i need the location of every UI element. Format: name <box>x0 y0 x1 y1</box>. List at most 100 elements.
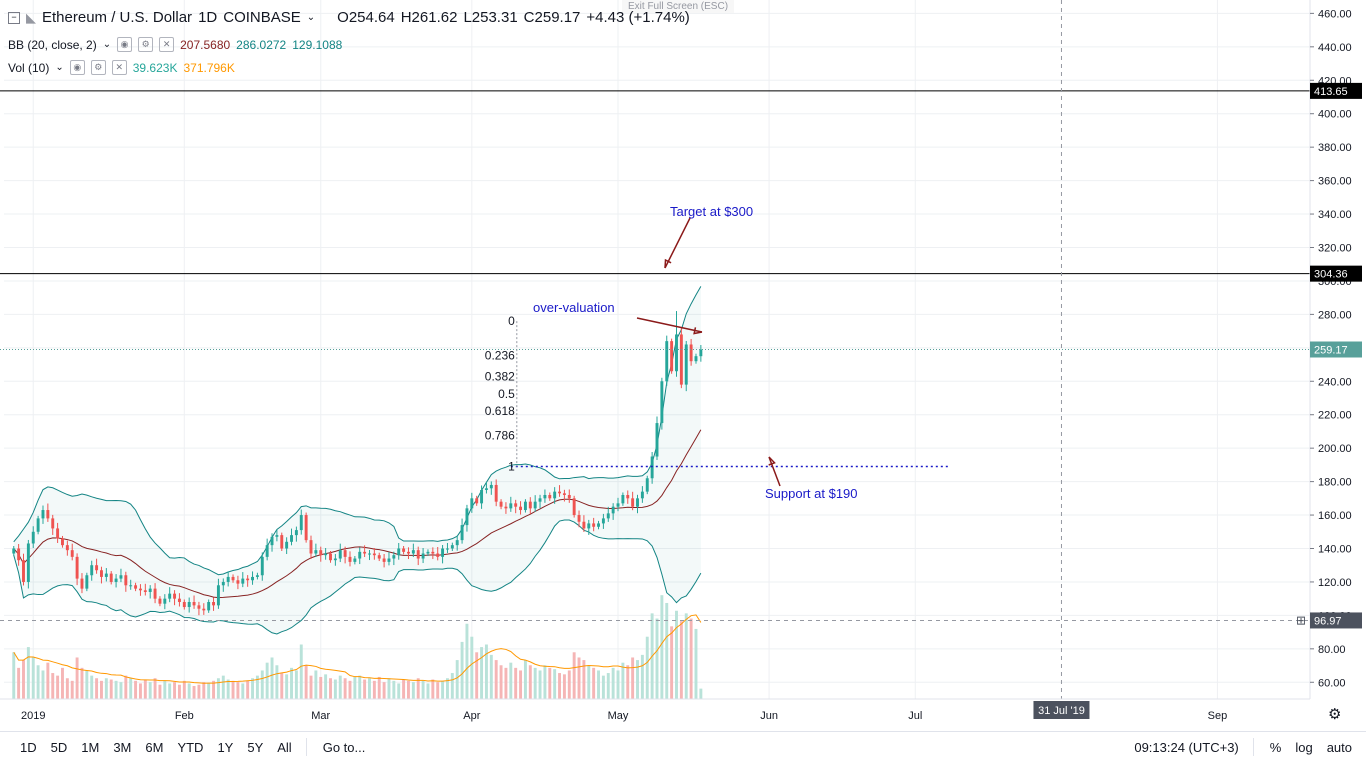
candle-body <box>231 576 235 581</box>
time-tick-label: 2019 <box>21 710 45 722</box>
volume-bar <box>577 657 581 699</box>
volume-bar <box>514 667 518 699</box>
candle-body <box>100 570 103 577</box>
candle-body <box>216 585 220 606</box>
fib-level-label: 0.236 <box>485 348 515 362</box>
volume-bar <box>177 684 181 699</box>
volume-bar <box>95 678 99 699</box>
volume-bar <box>670 626 674 699</box>
volume-bar <box>285 674 289 699</box>
chevron-down-icon[interactable]: ⌄ <box>55 62 64 73</box>
crosshair-price-tag: 96.97 <box>1314 615 1342 627</box>
volume-ma-line <box>13 614 702 684</box>
volume-bar <box>85 670 89 699</box>
log-toggle[interactable]: log <box>1295 739 1313 755</box>
volume-bar <box>606 673 610 699</box>
candle-body <box>621 494 625 504</box>
exit-fullscreen-hint[interactable]: Exit Full Screen (ESC) <box>622 0 735 13</box>
candle-body <box>504 506 508 509</box>
gear-icon[interactable]: ⚙ <box>90 60 106 75</box>
volume-bar <box>26 647 30 699</box>
range-ytd[interactable]: YTD <box>177 739 204 755</box>
candle-body <box>611 506 615 514</box>
vol-label[interactable]: Vol (10) <box>8 60 50 75</box>
bb-fill <box>13 286 701 634</box>
chevron-down-icon[interactable]: ⌄ <box>102 39 112 50</box>
candle-body <box>290 535 293 542</box>
resistance-high-tag: 413.65 <box>1314 86 1348 98</box>
volume-bar <box>41 670 45 699</box>
time-tick-label: May <box>608 710 629 722</box>
exchange-label[interactable]: COINBASE <box>223 9 301 26</box>
candle-body <box>577 515 581 522</box>
bb-label[interactable]: BB (20, close, 2) <box>8 37 97 52</box>
chevron-down-icon[interactable]: ⌄ <box>306 12 316 23</box>
eye-icon[interactable]: ◉ <box>117 37 133 52</box>
range-all[interactable]: All <box>277 739 292 755</box>
auto-toggle[interactable]: auto <box>1326 739 1352 755</box>
candle-body <box>694 356 698 362</box>
candle-body <box>548 494 552 499</box>
volume-bar <box>46 662 50 699</box>
candle-body <box>285 541 289 549</box>
volume-bar <box>158 684 162 699</box>
bb-lower-line <box>13 519 702 635</box>
volume-bar <box>684 613 688 699</box>
range-1y[interactable]: 1Y <box>217 739 234 755</box>
price-tick-label: 220.00 <box>1318 410 1352 422</box>
candle-body <box>61 538 64 546</box>
range-5d[interactable]: 5D <box>50 739 68 755</box>
eye-icon[interactable]: ◉ <box>69 60 85 75</box>
candle-body <box>523 501 527 511</box>
candle-body <box>12 548 16 554</box>
volume-bar <box>445 678 449 699</box>
price-tick-label: 440.00 <box>1318 42 1352 54</box>
candle-body <box>22 560 25 582</box>
candle-body <box>177 598 181 603</box>
crosshair-date-bg <box>1033 701 1090 719</box>
candle-body <box>460 525 464 541</box>
gear-icon[interactable]: ⚙ <box>1328 705 1341 723</box>
volume-bar <box>484 644 488 699</box>
vol-ma-value: 371.796K <box>183 60 235 75</box>
volume-bar <box>163 680 167 699</box>
candle-body <box>168 593 172 599</box>
overvaluation-arrow-head <box>693 327 703 335</box>
range-1m[interactable]: 1M <box>81 739 100 755</box>
range-1d[interactable]: 1D <box>20 739 37 755</box>
range-6m[interactable]: 6M <box>145 739 164 755</box>
volume-bar <box>694 628 698 699</box>
volume-bar <box>304 665 308 699</box>
volume-bar <box>236 682 240 699</box>
volume-bar <box>519 670 523 699</box>
volume-bar <box>61 667 64 699</box>
collapse-icon[interactable]: − <box>8 11 20 24</box>
candle-body <box>382 558 386 562</box>
range-5y[interactable]: 5Y <box>247 739 264 755</box>
volume-bar <box>416 678 420 699</box>
volume-bar <box>475 652 479 699</box>
close-icon[interactable]: ✕ <box>111 60 127 75</box>
volume-bar <box>31 657 35 699</box>
percent-toggle[interactable]: % <box>1269 739 1282 755</box>
symbol-name[interactable]: Ethereum / U.S. Dollar <box>42 9 193 26</box>
gear-icon[interactable]: ⚙ <box>138 37 154 52</box>
interval-label[interactable]: 1D <box>198 9 218 26</box>
candle-body <box>134 585 138 589</box>
goto-button[interactable]: Go to... <box>322 739 366 755</box>
volume-bar <box>324 674 328 699</box>
volume-bar <box>290 667 293 699</box>
fib-level-label: 0.786 <box>485 428 515 442</box>
candle-body <box>450 545 454 549</box>
candle-body <box>187 602 191 608</box>
high-value: H261.62 <box>400 9 458 26</box>
resistance-high-tag-bg <box>1310 82 1362 99</box>
clock-time[interactable]: 09:13:24 (UTC+3) <box>1134 739 1239 755</box>
range-3m[interactable]: 3M <box>113 739 132 755</box>
candle-body <box>358 551 362 559</box>
candle-body <box>606 513 610 519</box>
candle-body <box>314 550 318 554</box>
close-icon[interactable]: ✕ <box>159 37 175 52</box>
volume-bar <box>153 678 157 699</box>
